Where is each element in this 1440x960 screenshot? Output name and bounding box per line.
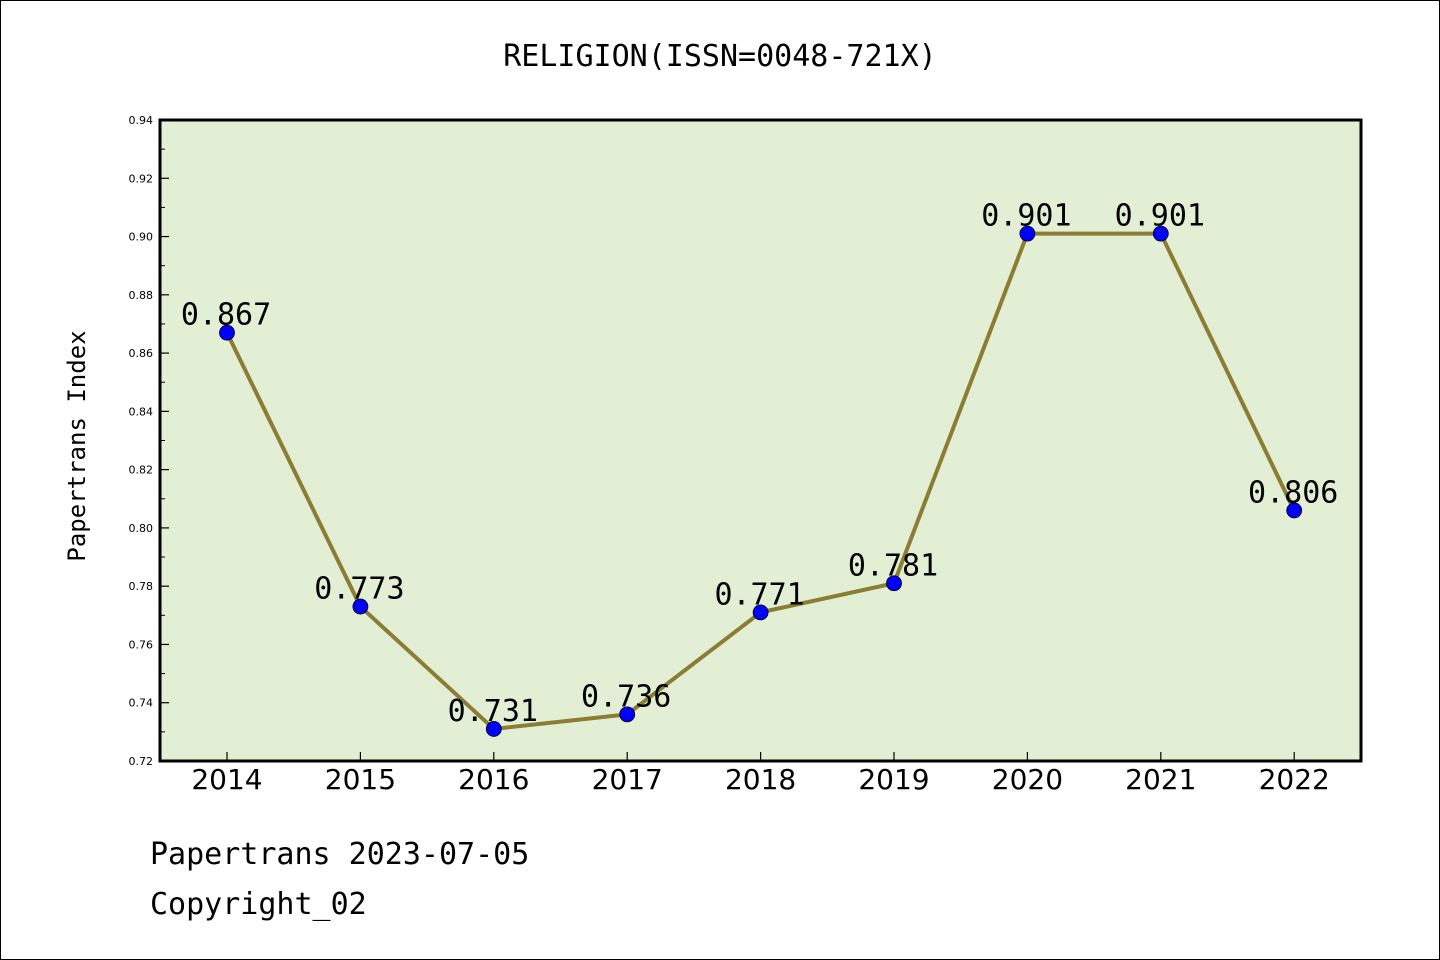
y-tick-label: 0.72 [129, 755, 154, 768]
y-tick-label: 0.80 [129, 522, 154, 535]
data-label: 0.806 [1248, 475, 1338, 510]
data-point [219, 324, 235, 341]
data-label: 0.773 [314, 572, 404, 607]
data-label: 0.901 [1115, 199, 1205, 234]
y-tick-label: 0.86 [129, 347, 154, 360]
data-label: 0.781 [848, 548, 938, 583]
y-tick-label: 0.88 [129, 289, 154, 302]
y-axis: 0.72 0.74 0.76 0.78 0.80 0.82 0.84 0.86 0.88 0.90… [129, 114, 169, 768]
x-tick-label: 2018 [725, 763, 796, 796]
data-point [886, 575, 902, 592]
data-label: 0.867 [181, 298, 271, 333]
y-tick-label: 0.84 [129, 405, 154, 418]
x-tick-label: 2019 [858, 763, 929, 796]
data-point [485, 721, 502, 737]
y-tick-label: 0.76 [129, 638, 154, 651]
data-points [219, 225, 1303, 737]
y-tick-label: 0.74 [129, 697, 154, 710]
x-tick-label: 2020 [992, 763, 1063, 796]
data-label: 0.901 [981, 199, 1071, 234]
data-point [1286, 502, 1303, 519]
data-label: 0.771 [714, 577, 804, 612]
y-axis-label: Papertrans Index [63, 330, 91, 561]
data-point [752, 604, 769, 621]
x-tick-label: 2015 [325, 763, 396, 796]
footer-copyright: Copyright_02 [150, 887, 367, 922]
x-tick-label: 2021 [1125, 763, 1196, 796]
y-tick-label: 0.92 [129, 172, 154, 185]
x-tick-label: 2014 [191, 763, 262, 796]
y-tick-label: 0.82 [129, 464, 154, 477]
data-point [619, 706, 636, 723]
x-tick-label: 2017 [592, 763, 663, 796]
y-tick-label: 0.94 [129, 114, 154, 127]
y-tick-label: 0.90 [129, 231, 154, 244]
footer-date: Papertrans 2023-07-05 [150, 837, 529, 872]
data-labels: 0.867 0.773 0.731 0.736 0.771 0.781 0.901 0.901… [181, 199, 1339, 729]
y-tick-label: 0.78 [129, 580, 154, 593]
x-tick-label: 2016 [458, 763, 529, 796]
x-tick-label: 2022 [1259, 763, 1330, 796]
data-point [1019, 225, 1036, 242]
data-label: 0.736 [581, 679, 671, 714]
x-axis: 2014 2015 2016 2017 2018 2019 2020 2021 2022 [191, 752, 1330, 796]
chart-title: RELIGION(ISSN=0048-721X) [503, 39, 936, 74]
data-point [352, 598, 369, 615]
data-label: 0.731 [448, 694, 538, 729]
data-point [1152, 225, 1169, 242]
